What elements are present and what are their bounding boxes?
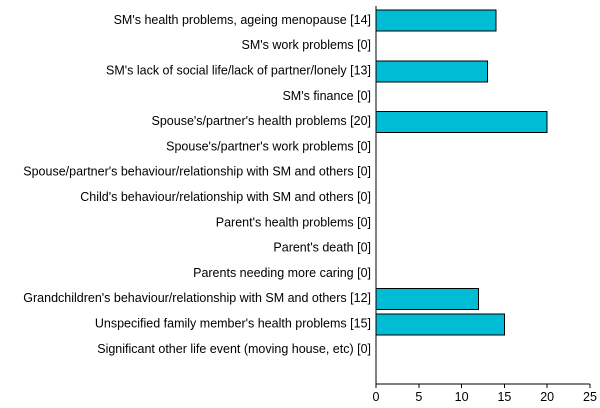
category-label: Child's behaviour/relationship with SM a… [80,190,371,204]
x-tick-label: 5 [415,390,422,404]
category-label: SM's lack of social life/lack of partner… [106,64,371,78]
category-label: Significant other life event (moving hou… [97,342,371,356]
x-tick-label: 0 [373,390,380,404]
x-axis-ticks: 0 5 10 15 20 25 [373,384,597,404]
category-label: Unspecified family member's health probl… [95,317,371,331]
bar [375,9,497,32]
category-label: Parent's death [0] [273,241,371,255]
bar [375,60,488,83]
category-label: SM's finance [0] [282,89,371,103]
bars-group [375,9,548,336]
category-label: SM's health problems, ageing menopause [… [114,13,371,27]
category-label: Spouse's/partner's health problems [20] [152,114,371,128]
bar [375,110,548,133]
category-labels: SM's health problems, ageing menopause [… [23,13,371,356]
x-tick-label: 20 [540,390,554,404]
bar [375,287,480,310]
x-tick-label: 10 [455,390,469,404]
category-label: Grandchildren's behaviour/relationship w… [23,291,371,305]
category-label: SM's work problems [0] [241,38,371,52]
bar [375,313,505,336]
category-label: Spouse's/partner's work problems [0] [166,139,371,153]
x-tick-label: 15 [497,390,511,404]
category-label: Parents needing more caring [0] [193,266,371,280]
x-tick-label: 25 [583,390,597,404]
category-label: Parent's health problems [0] [216,215,371,229]
category-label: Spouse/partner's behaviour/relationship … [23,165,371,179]
